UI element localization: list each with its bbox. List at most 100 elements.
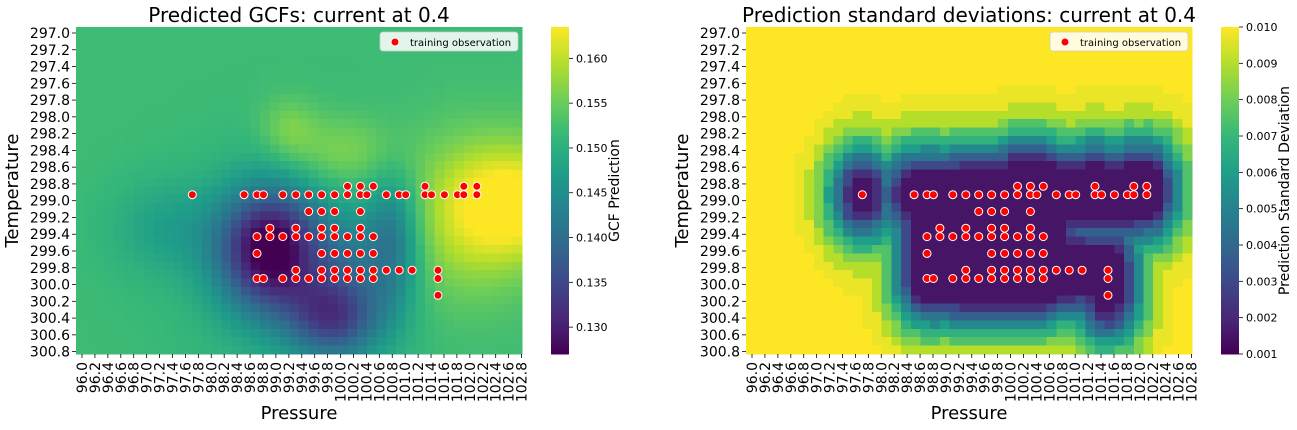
- training-point: [922, 248, 932, 258]
- heatmap-cell: [85, 211, 96, 221]
- colorbar-band: [551, 56, 569, 61]
- heatmap-cell: [357, 85, 368, 95]
- heatmap-cell: [1056, 68, 1067, 78]
- heatmap-cell: [949, 236, 960, 246]
- heatmap-cell: [794, 169, 805, 179]
- heatmap-cell: [1075, 177, 1086, 187]
- heatmap-cell: [862, 35, 873, 45]
- heatmap-cell: [269, 261, 281, 271]
- heatmap-cell: [463, 102, 475, 112]
- heatmap-cell: [143, 136, 155, 145]
- heatmap-cell: [998, 312, 1009, 322]
- heatmap-cell: [813, 77, 825, 87]
- heatmap-cell: [901, 312, 912, 322]
- heatmap-cell: [395, 253, 407, 263]
- heatmap-cell: [328, 295, 339, 305]
- heatmap-cell: [1153, 60, 1164, 70]
- heatmap-cell: [1104, 136, 1116, 145]
- heatmap-cell: [454, 94, 465, 104]
- heatmap-cell: [328, 85, 339, 95]
- heatmap-cell: [1017, 27, 1028, 36]
- training-point: [355, 248, 365, 258]
- heatmap-cell: [862, 219, 873, 229]
- heatmap-cell: [1124, 144, 1135, 154]
- heatmap-cell: [823, 43, 834, 53]
- heatmap-cell: [852, 253, 863, 263]
- heatmap-cell: [920, 119, 931, 129]
- heatmap-cell: [153, 68, 164, 78]
- heatmap-cell: [1182, 77, 1193, 87]
- heatmap-cell: [114, 35, 126, 45]
- heatmap-cell: [988, 68, 999, 78]
- heatmap-cell: [775, 110, 786, 120]
- heatmap-cell: [755, 152, 766, 162]
- heatmap-cell: [395, 245, 407, 254]
- heatmap-cell: [901, 236, 912, 246]
- colorbar-band: [1221, 108, 1239, 113]
- heatmap-cell: [1056, 136, 1067, 145]
- heatmap-cell: [978, 236, 989, 246]
- y-tick-label: 297.0: [30, 26, 70, 42]
- heatmap-cell: [804, 203, 815, 213]
- heatmap-cell: [881, 236, 893, 246]
- heatmap-cell: [891, 303, 902, 313]
- heatmap-cell: [1114, 320, 1125, 330]
- colorbar-label: GCF Prediction: [607, 139, 623, 242]
- heatmap-cell: [221, 228, 232, 238]
- heatmap-cell: [784, 144, 796, 154]
- heatmap-cell: [163, 136, 174, 145]
- heatmap-cell: [969, 345, 980, 355]
- heatmap-cell: [114, 186, 126, 196]
- heatmap-cell: [182, 303, 193, 313]
- heatmap-cell: [395, 303, 407, 313]
- heatmap-cell: [269, 119, 281, 129]
- heatmap-cell: [405, 52, 416, 62]
- training-point: [407, 265, 417, 275]
- heatmap-cell: [1027, 144, 1038, 154]
- heatmap-cell: [395, 236, 407, 246]
- heatmap-cell: [1104, 68, 1116, 78]
- heatmap-cell: [483, 303, 494, 313]
- heatmap-cell: [1162, 303, 1174, 313]
- heatmap-cell: [862, 203, 873, 213]
- heatmap-cell: [1085, 261, 1096, 271]
- heatmap-cell: [434, 60, 446, 70]
- heatmap-cell: [1095, 286, 1106, 296]
- heatmap-cell: [143, 169, 155, 179]
- training-point: [317, 265, 327, 275]
- heatmap-cell: [823, 295, 834, 305]
- colorbar-band: [1221, 67, 1239, 72]
- heatmap-cell: [240, 27, 252, 36]
- colorbar-tick-label: 0.001: [1246, 348, 1278, 361]
- training-point: [304, 232, 314, 242]
- training-point: [857, 190, 867, 200]
- heatmap-cell: [823, 161, 834, 171]
- heatmap-cell: [105, 161, 116, 171]
- heatmap-cell: [182, 85, 193, 95]
- heatmap-cell: [192, 253, 203, 263]
- heatmap-cell: [794, 77, 805, 87]
- heatmap-cell: [415, 110, 426, 120]
- heatmap-cell: [415, 286, 426, 296]
- heatmap-cell: [1104, 94, 1116, 104]
- heatmap-cell: [211, 219, 223, 229]
- heatmap-cell: [969, 253, 980, 263]
- heatmap-cell: [949, 43, 960, 53]
- heatmap-cell: [192, 144, 203, 154]
- colorbar-band: [1221, 62, 1239, 66]
- heatmap-cell: [1124, 295, 1135, 305]
- heatmap-cell: [1036, 68, 1048, 78]
- heatmap-cell: [463, 152, 475, 162]
- heatmap-cell: [279, 27, 290, 36]
- heatmap-cell: [939, 94, 951, 104]
- heatmap-cell: [182, 337, 193, 347]
- heatmap-cell: [978, 35, 989, 45]
- heatmap-cell: [395, 295, 407, 305]
- colorbar-band: [1221, 182, 1239, 186]
- heatmap-cell: [425, 77, 436, 87]
- heatmap-cell: [395, 127, 407, 137]
- heatmap-cell: [492, 186, 504, 196]
- heatmap-cell: [483, 77, 494, 87]
- heatmap-cell: [308, 303, 319, 313]
- x-tick-label: 102.2: [476, 362, 492, 402]
